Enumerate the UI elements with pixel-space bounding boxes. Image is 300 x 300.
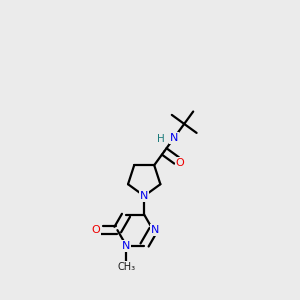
Text: H: H: [158, 134, 165, 144]
Text: N: N: [140, 191, 148, 201]
Text: N: N: [122, 241, 130, 250]
Text: N: N: [151, 225, 159, 235]
Text: O: O: [91, 225, 100, 235]
Text: CH₃: CH₃: [117, 262, 135, 272]
Text: O: O: [176, 158, 184, 168]
Text: N: N: [170, 133, 178, 143]
